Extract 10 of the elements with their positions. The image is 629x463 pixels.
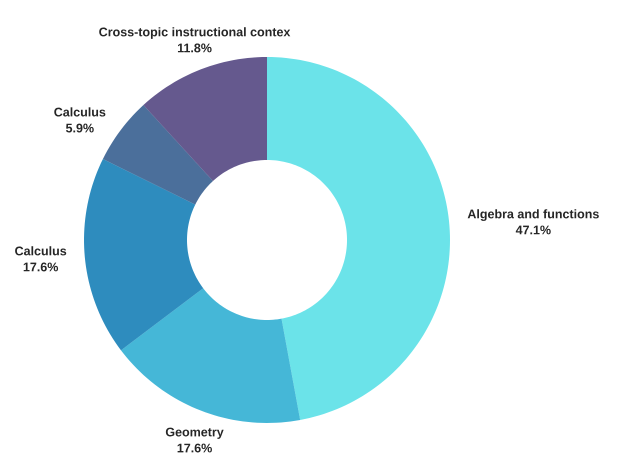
slice-label: Algebra and functions	[468, 209, 599, 221]
slice-label: Geometry	[166, 428, 224, 439]
data-label: 11.8%	[178, 44, 212, 52]
slice-label: Cross-topic instructional contex	[99, 27, 290, 39]
data-label: 47.1%	[516, 226, 551, 234]
data-label: 17.6%	[24, 262, 58, 272]
data-label: 17.6%	[178, 444, 212, 452]
slice-label: Calculus	[15, 246, 66, 256]
data-label: 5.9%	[66, 124, 94, 133]
slice-label: Calculus	[54, 107, 106, 117]
